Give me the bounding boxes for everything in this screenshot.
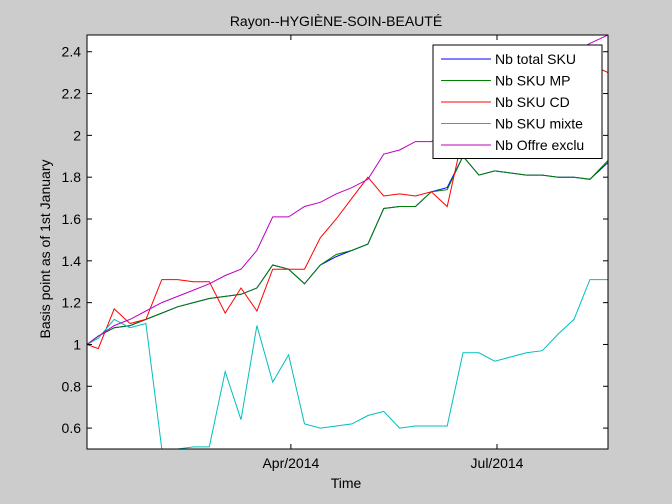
legend: Nb total SKU Nb SKU MP Nb SKU CD Nb SKU mix… <box>432 44 603 159</box>
y-tick-label: 1.6 <box>62 211 82 227</box>
y-tick-label: 1.4 <box>62 253 82 269</box>
series-line-4 <box>87 279 608 449</box>
x-tick-label: Apr/2014 <box>262 455 319 471</box>
legend-label: Nb Offre exclu <box>495 137 584 153</box>
ticks-layer: 0.6 0.8 1 1.2 1.4 1.6 1.8 2 2.2 2.4 Apr/2014 Jul/20… <box>62 35 608 471</box>
y-tick-label: 2 <box>73 127 81 143</box>
legend-items: Nb total SKU Nb SKU MP Nb SKU CD Nb SKU mix… <box>441 51 584 153</box>
x-axis-label: Time <box>331 475 362 491</box>
y-tick-label: 1.8 <box>62 169 82 185</box>
y-tick-label: 1.2 <box>62 295 82 311</box>
y-axis-label: Basis point as of 1st January <box>37 160 53 339</box>
legend-label: Nb total SKU <box>495 51 576 67</box>
y-tick-label: 1 <box>73 336 81 352</box>
y-tick-label: 0.6 <box>62 420 82 436</box>
legend-label: Nb SKU mixte <box>495 116 583 132</box>
legend-label: Nb SKU MP <box>495 73 570 89</box>
chart-title: Rayon--HYGIÈNE-SOIN-BEAUTÉ <box>230 13 442 29</box>
axes-frame <box>86 34 609 450</box>
y-tick-label: 2.2 <box>62 86 82 102</box>
y-tick-label: 2.4 <box>62 44 82 60</box>
y-tick-label: 0.8 <box>62 378 82 394</box>
x-tick-label: Jul/2014 <box>471 455 524 471</box>
legend-label: Nb SKU CD <box>495 94 570 110</box>
series-line-2 <box>87 155 608 345</box>
